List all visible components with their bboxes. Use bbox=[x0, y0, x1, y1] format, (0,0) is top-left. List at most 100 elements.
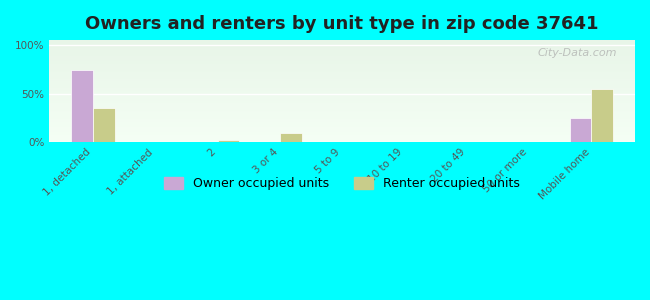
Bar bbox=[49, 132, 635, 133]
Bar bbox=[49, 116, 635, 117]
Bar bbox=[49, 86, 635, 87]
Bar bbox=[49, 52, 635, 53]
Bar bbox=[49, 56, 635, 57]
Bar bbox=[49, 125, 635, 126]
Bar bbox=[49, 108, 635, 109]
Bar bbox=[49, 124, 635, 125]
Bar bbox=[49, 92, 635, 93]
Bar bbox=[49, 114, 635, 115]
Bar bbox=[49, 48, 635, 49]
Bar bbox=[49, 55, 635, 56]
Bar bbox=[49, 74, 635, 75]
Bar bbox=[218, 140, 239, 142]
Bar bbox=[49, 72, 635, 73]
Bar bbox=[49, 63, 635, 64]
Bar bbox=[49, 119, 635, 120]
Bar bbox=[49, 94, 635, 95]
Bar bbox=[49, 138, 635, 139]
Bar bbox=[49, 117, 635, 118]
Bar bbox=[49, 65, 635, 66]
Bar bbox=[49, 78, 635, 79]
Bar bbox=[49, 123, 635, 124]
Bar bbox=[49, 110, 635, 111]
Bar bbox=[49, 83, 635, 84]
Bar bbox=[49, 61, 635, 62]
Bar bbox=[49, 111, 635, 112]
Bar bbox=[49, 57, 635, 58]
Bar bbox=[49, 75, 635, 76]
Bar bbox=[49, 109, 635, 110]
Bar bbox=[49, 91, 635, 92]
Bar bbox=[49, 77, 635, 78]
Bar bbox=[49, 44, 635, 45]
Bar bbox=[49, 84, 635, 85]
Bar bbox=[49, 134, 635, 135]
Bar bbox=[49, 103, 635, 104]
Bar bbox=[49, 43, 635, 44]
Bar bbox=[49, 87, 635, 88]
Bar bbox=[49, 49, 635, 50]
Text: City-Data.com: City-Data.com bbox=[538, 48, 617, 58]
Bar bbox=[49, 53, 635, 54]
Bar bbox=[49, 62, 635, 63]
Bar bbox=[49, 115, 635, 116]
Bar bbox=[49, 140, 635, 141]
Bar bbox=[49, 88, 635, 89]
Bar bbox=[569, 118, 592, 142]
Bar bbox=[49, 97, 635, 98]
Bar bbox=[49, 76, 635, 77]
Bar bbox=[592, 89, 613, 142]
Bar bbox=[49, 128, 635, 129]
Bar bbox=[49, 64, 635, 65]
Bar bbox=[49, 41, 635, 42]
Bar bbox=[49, 58, 635, 59]
Bar bbox=[49, 95, 635, 96]
Bar bbox=[49, 96, 635, 97]
Bar bbox=[49, 112, 635, 113]
Bar bbox=[49, 90, 635, 91]
Bar bbox=[49, 50, 635, 51]
Bar bbox=[49, 102, 635, 103]
Bar bbox=[49, 89, 635, 90]
Bar bbox=[49, 121, 635, 122]
Bar bbox=[49, 136, 635, 137]
Bar bbox=[49, 141, 635, 142]
Bar bbox=[280, 133, 302, 142]
Bar bbox=[49, 120, 635, 121]
Bar bbox=[49, 54, 635, 55]
Bar bbox=[49, 69, 635, 70]
Bar bbox=[49, 99, 635, 100]
Bar bbox=[49, 101, 635, 102]
Bar bbox=[49, 70, 635, 71]
Bar bbox=[49, 85, 635, 86]
Bar bbox=[49, 71, 635, 72]
Bar bbox=[49, 67, 635, 68]
Bar bbox=[49, 105, 635, 106]
Bar bbox=[49, 107, 635, 108]
Bar bbox=[71, 70, 93, 142]
Bar bbox=[49, 80, 635, 81]
Bar bbox=[49, 51, 635, 52]
Bar bbox=[49, 131, 635, 132]
Bar bbox=[49, 45, 635, 46]
Bar bbox=[49, 104, 635, 105]
Bar bbox=[49, 122, 635, 123]
Bar bbox=[49, 100, 635, 101]
Bar bbox=[49, 137, 635, 138]
Legend: Owner occupied units, Renter occupied units: Owner occupied units, Renter occupied un… bbox=[159, 172, 525, 195]
Bar bbox=[49, 82, 635, 83]
Bar bbox=[49, 106, 635, 107]
Bar bbox=[49, 46, 635, 47]
Bar bbox=[49, 40, 635, 41]
Bar bbox=[49, 47, 635, 48]
Bar bbox=[49, 73, 635, 74]
Bar bbox=[49, 59, 635, 60]
Bar bbox=[49, 129, 635, 130]
Bar bbox=[49, 60, 635, 61]
Bar bbox=[49, 79, 635, 80]
Bar bbox=[49, 139, 635, 140]
Bar bbox=[49, 93, 635, 94]
Bar bbox=[49, 126, 635, 127]
Bar bbox=[49, 130, 635, 131]
Bar bbox=[49, 66, 635, 67]
